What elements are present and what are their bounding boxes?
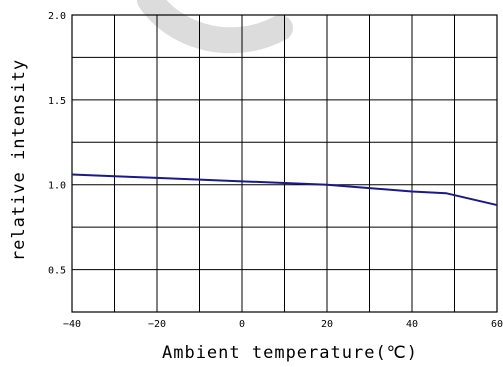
watermark-arc xyxy=(137,0,293,54)
y-axis-label: relative intensity xyxy=(9,59,29,261)
y-tick-label: 1.0 xyxy=(48,181,66,192)
y-tick-label: 1.5 xyxy=(48,96,66,107)
x-tick-label: −20 xyxy=(148,319,166,330)
x-tick-label: 40 xyxy=(406,319,418,330)
x-tick-labels: −40 −20 0 20 40 60 xyxy=(63,319,503,330)
series-line xyxy=(71,173,498,207)
plot-frame xyxy=(71,14,498,313)
y-tick-label: 0.5 xyxy=(48,266,66,277)
grid xyxy=(72,15,497,312)
x-tick-label: 20 xyxy=(321,319,333,330)
x-tick-label: 60 xyxy=(491,319,503,330)
series-layer xyxy=(71,173,498,207)
x-tick-label: 0 xyxy=(239,319,245,330)
x-axis-label: Ambient temperature(℃) xyxy=(162,343,418,363)
y-tick-labels: 0.5 1.0 1.5 2.0 xyxy=(48,11,66,277)
x-tick-label: −40 xyxy=(63,319,81,330)
y-tick-label: 2.0 xyxy=(48,11,66,22)
